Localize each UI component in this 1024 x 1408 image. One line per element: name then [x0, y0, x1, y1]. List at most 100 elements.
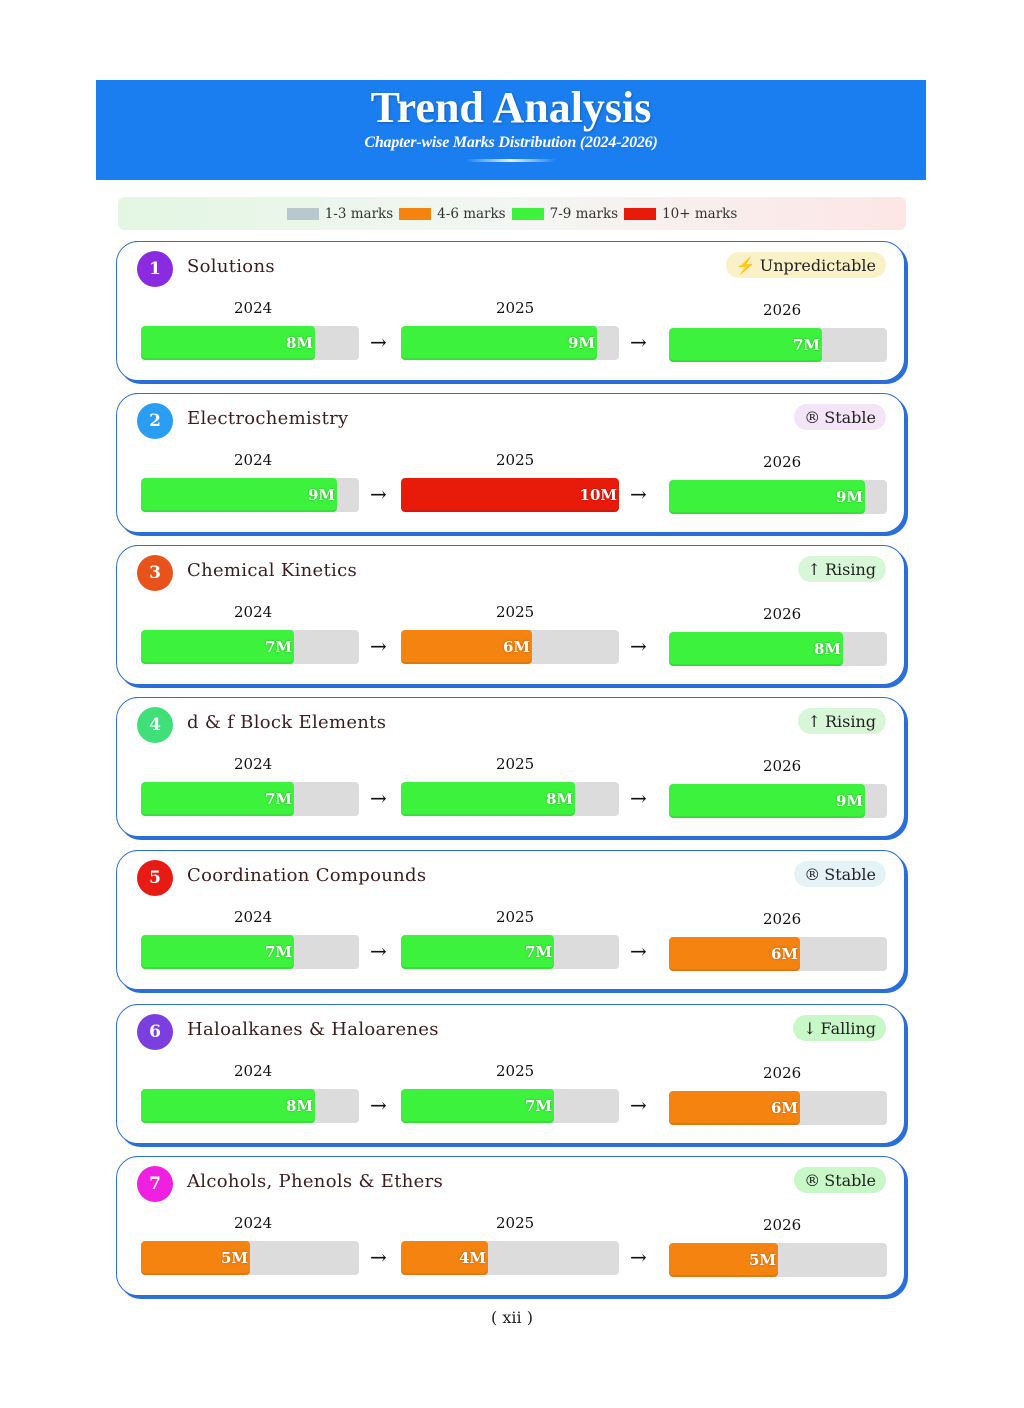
- marks-value-label: 7M: [524, 943, 552, 961]
- legend: 1-3 marks 4-6 marks 7-9 marks 10+ marks: [118, 197, 906, 230]
- marks-bar: 7M: [141, 935, 294, 969]
- marks-value-label: 8M: [285, 1097, 313, 1115]
- chapter-name: Haloalkanes & Haloarenes: [187, 1019, 439, 1040]
- marks-value-label: 5M: [220, 1249, 248, 1267]
- legend-item-low: 1-3 marks: [286, 205, 394, 222]
- chapter-name: Chemical Kinetics: [187, 560, 357, 581]
- legend-label: 1-3 marks: [324, 205, 394, 222]
- arrow-up-icon: ↑: [807, 711, 821, 731]
- marks-bar: 8M: [669, 632, 843, 666]
- marks-bar: 7M: [669, 328, 822, 362]
- marks-value-label: 9M: [307, 486, 335, 504]
- year-label: 2024: [234, 1062, 273, 1080]
- year-label: 2025: [496, 908, 535, 926]
- trend-badge: ® Stable: [794, 861, 886, 887]
- marks-bar-track: 6M: [669, 1091, 887, 1125]
- lightning-icon: ⚡: [735, 255, 756, 275]
- chapter-card: 7 Alcohols, Phenols & Ethers ® Stable 2024 5M…: [116, 1156, 905, 1296]
- stable-icon: ®: [804, 864, 821, 884]
- year-label: 2024: [234, 603, 273, 621]
- year-label: 2024: [234, 755, 273, 773]
- chapter-card: 6 Haloalkanes & Haloarenes ↓ Falling 2024 8M →…: [116, 1004, 905, 1144]
- chapter-card: 4 d & f Block Elements ↑ Rising 2024 7M → 2025 8…: [116, 697, 905, 837]
- marks-value-label: 6M: [770, 1099, 798, 1117]
- arrow-right-icon: →: [630, 786, 647, 810]
- trend-label: Stable: [824, 864, 876, 884]
- marks-bar: 7M: [141, 630, 294, 664]
- marks-bar: 9M: [141, 478, 337, 512]
- marks-bar-track: 8M: [401, 782, 619, 816]
- year-label: 2026: [763, 301, 802, 319]
- marks-bar: 8M: [141, 1089, 315, 1123]
- legend-item-medium: 4-6 marks: [399, 205, 506, 222]
- marks-bar: 7M: [401, 935, 554, 969]
- trend-label: Falling: [820, 1018, 876, 1038]
- year-label: 2026: [763, 1216, 802, 1234]
- marks-value-label: 7M: [264, 638, 292, 656]
- arrow-right-icon: →: [630, 634, 647, 658]
- arrow-right-icon: →: [630, 482, 647, 506]
- marks-bar-track: 6M: [401, 630, 619, 664]
- marks-value-label: 9M: [567, 334, 595, 352]
- marks-value-label: 10M: [579, 486, 617, 504]
- chapter-number-badge: 7: [137, 1166, 173, 1202]
- marks-value-label: 7M: [524, 1097, 552, 1115]
- trend-badge: ® Stable: [794, 404, 886, 430]
- arrow-right-icon: →: [370, 1093, 387, 1117]
- marks-value-label: 8M: [545, 790, 573, 808]
- marks-value-label: 7M: [792, 336, 820, 354]
- year-label: 2024: [234, 1214, 273, 1232]
- arrow-down-icon: ↓: [803, 1018, 817, 1038]
- legend-swatch: [286, 207, 319, 220]
- arrow-right-icon: →: [370, 634, 387, 658]
- marks-bar-track: 5M: [669, 1243, 887, 1277]
- trend-badge: ® Stable: [794, 1167, 886, 1193]
- marks-bar: 5M: [141, 1241, 250, 1275]
- year-label: 2025: [496, 299, 535, 317]
- chapter-number-badge: 4: [137, 707, 173, 743]
- year-label: 2025: [496, 755, 535, 773]
- year-label: 2024: [234, 908, 273, 926]
- marks-bar-track: 8M: [141, 326, 359, 360]
- marks-value-label: 9M: [835, 488, 863, 506]
- marks-bar: 9M: [669, 480, 865, 514]
- chapter-name: Solutions: [187, 256, 275, 277]
- marks-bar-track: 7M: [669, 328, 887, 362]
- marks-bar: 8M: [141, 326, 315, 360]
- chapter-number-badge: 3: [137, 555, 173, 591]
- year-label: 2026: [763, 757, 802, 775]
- marks-value-label: 8M: [813, 640, 841, 658]
- marks-bar-track: 5M: [141, 1241, 359, 1275]
- arrow-right-icon: →: [370, 330, 387, 354]
- arrow-right-icon: →: [630, 939, 647, 963]
- arrow-right-icon: →: [370, 482, 387, 506]
- marks-bar-track: 8M: [141, 1089, 359, 1123]
- chapter-card: 1 Solutions ⚡ Unpredictable 2024 8M → 2025 9M → 20…: [116, 241, 905, 381]
- year-label: 2025: [496, 1062, 535, 1080]
- marks-value-label: 6M: [502, 638, 530, 656]
- marks-value-label: 8M: [285, 334, 313, 352]
- marks-value-label: 4M: [458, 1249, 486, 1267]
- trend-badge: ↑ Rising: [797, 708, 886, 734]
- marks-value-label: 7M: [264, 790, 292, 808]
- year-label: 2024: [234, 299, 273, 317]
- arrow-right-icon: →: [370, 939, 387, 963]
- arrow-right-icon: →: [630, 1245, 647, 1269]
- chapter-name: Coordination Compounds: [187, 865, 427, 886]
- marks-bar-track: 8M: [669, 632, 887, 666]
- marks-bar: 7M: [401, 1089, 554, 1123]
- marks-bar: 7M: [141, 782, 294, 816]
- legend-label: 4-6 marks: [437, 205, 506, 222]
- trend-badge: ↓ Falling: [793, 1015, 886, 1041]
- trend-label: Stable: [824, 407, 876, 427]
- trend-label: Rising: [824, 559, 876, 579]
- marks-bar-track: 7M: [141, 782, 359, 816]
- trend-badge: ↑ Rising: [797, 556, 886, 582]
- page-number: ( xii ): [491, 1308, 533, 1327]
- arrow-right-icon: →: [630, 330, 647, 354]
- arrow-right-icon: →: [370, 786, 387, 810]
- year-label: 2025: [496, 603, 535, 621]
- chapter-name: d & f Block Elements: [187, 712, 387, 733]
- marks-bar-track: 7M: [141, 935, 359, 969]
- trend-label: Unpredictable: [759, 255, 876, 275]
